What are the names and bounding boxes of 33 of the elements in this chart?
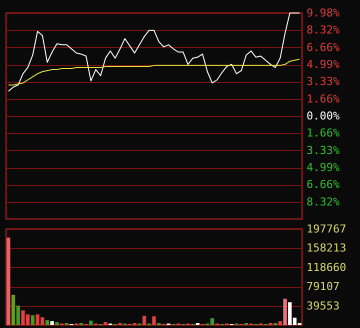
y-tick-label: 4.99% <box>306 161 340 174</box>
bar <box>278 321 282 325</box>
bar <box>50 321 54 325</box>
bar <box>6 238 10 325</box>
line-series <box>8 58 300 86</box>
y-tick-label: 3.33% <box>306 75 340 88</box>
bar <box>104 322 108 325</box>
y-tick-label: 1.66% <box>306 92 340 106</box>
y-tick-label: 0.00% <box>306 110 340 122</box>
y-tick-label: 8.32% <box>306 24 340 37</box>
bar <box>283 298 287 325</box>
y-tick-label: 8.32% <box>306 195 340 208</box>
bar <box>210 318 214 325</box>
y-tick-label: 1.66% <box>306 126 340 140</box>
y-tick-label: 39553 <box>306 299 340 312</box>
y-tick-label: 3.33% <box>306 144 340 157</box>
bar <box>16 306 20 325</box>
y-tick-label: 79107 <box>306 280 340 294</box>
bar <box>55 322 59 325</box>
y-tick-label: 6.66% <box>306 178 340 192</box>
bar <box>30 315 35 325</box>
y-tick-label: 158213 <box>306 242 346 255</box>
y-tick-label: 197767 <box>306 222 346 236</box>
y-tick-label: 9.98% <box>306 6 340 20</box>
bar <box>152 316 156 325</box>
line-series <box>8 12 300 92</box>
y-tick-label: 6.66% <box>306 40 340 54</box>
bar <box>11 294 16 325</box>
y-tick-label: 4.99% <box>306 58 340 71</box>
bar <box>89 320 93 325</box>
bar <box>45 320 50 325</box>
y-tick-label: 118660 <box>306 260 346 274</box>
bar <box>142 316 146 325</box>
